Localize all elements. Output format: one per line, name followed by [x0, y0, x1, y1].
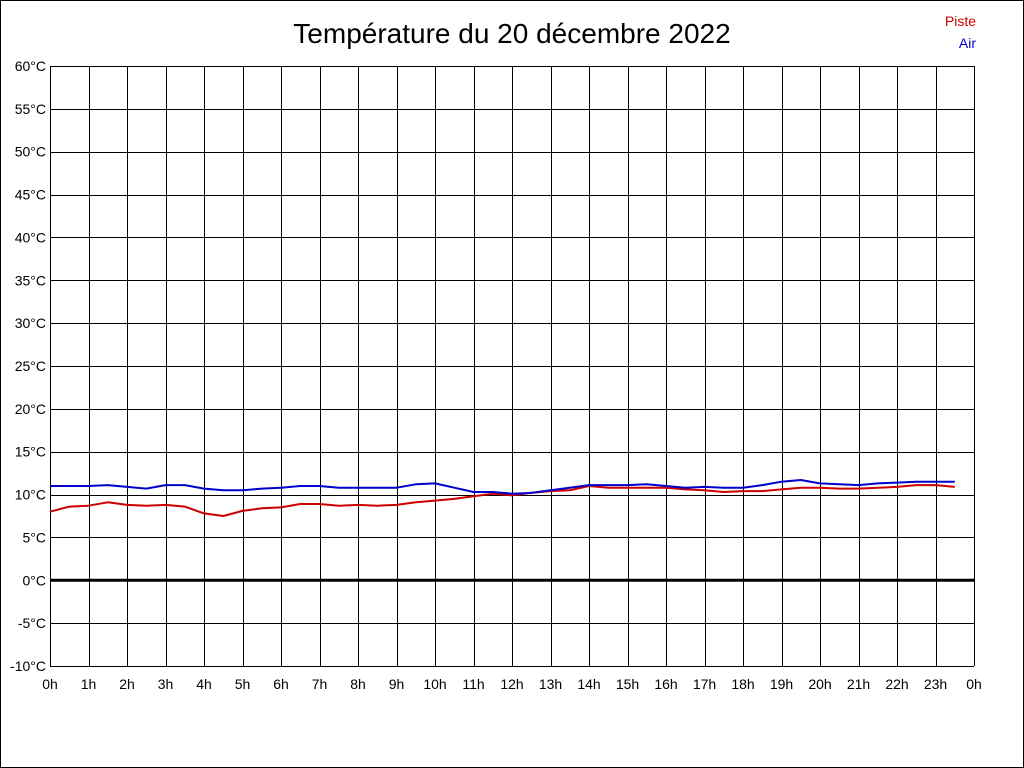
x-tick-label: 4h [196, 676, 212, 692]
y-tick-label: -5°C [18, 615, 46, 631]
x-tick-label: 14h [577, 676, 600, 692]
y-tick-label: 5°C [23, 529, 47, 545]
y-tick-label: 30°C [15, 315, 46, 331]
chart-title: Température du 20 décembre 2022 [293, 18, 731, 49]
y-tick-label: 10°C [15, 487, 46, 503]
x-tick-label: 9h [389, 676, 405, 692]
y-tick-label: -10°C [10, 658, 46, 674]
x-tick-label: 21h [847, 676, 870, 692]
legend-entry-piste: Piste [944, 13, 976, 29]
y-tick-label: 25°C [15, 358, 46, 374]
y-tick-label: 60°C [15, 58, 46, 74]
y-tick-label: 45°C [15, 187, 46, 203]
x-tick-label: 17h [693, 676, 716, 692]
x-tick-label: 0h [966, 676, 982, 692]
legend-entry-air: Air [958, 35, 976, 51]
x-tick-label: 10h [423, 676, 446, 692]
x-tick-label: 5h [235, 676, 251, 692]
x-tick-label: 13h [539, 676, 562, 692]
series-line-air [50, 479, 955, 495]
y-tick-label: 0°C [23, 572, 47, 588]
series-line-piste [49, 484, 955, 517]
x-tick-label: 8h [350, 676, 366, 692]
x-tick-label: 22h [885, 676, 908, 692]
y-tick-label: 50°C [15, 144, 46, 160]
y-tick-label: 55°C [15, 101, 46, 117]
x-tick-label: 16h [654, 676, 677, 692]
x-tick-label: 2h [119, 676, 135, 692]
x-tick-label: 7h [312, 676, 328, 692]
x-tick-label: 6h [273, 676, 289, 692]
x-tick-label: 11h [462, 676, 484, 692]
x-tick-label: 1h [81, 676, 97, 692]
y-tick-label: 35°C [15, 272, 46, 288]
x-tick-label: 12h [500, 676, 523, 692]
y-tick-label: 40°C [15, 229, 46, 245]
x-tick-label: 18h [731, 676, 754, 692]
x-tick-label: 19h [770, 676, 793, 692]
x-tick-label: 3h [158, 676, 174, 692]
x-tick-label: 23h [924, 676, 947, 692]
x-tick-label: 20h [808, 676, 831, 692]
x-tick-label: 0h [42, 676, 58, 692]
x-tick-label: 15h [616, 676, 639, 692]
y-tick-label: 15°C [15, 444, 46, 460]
y-tick-label: 20°C [15, 401, 46, 417]
